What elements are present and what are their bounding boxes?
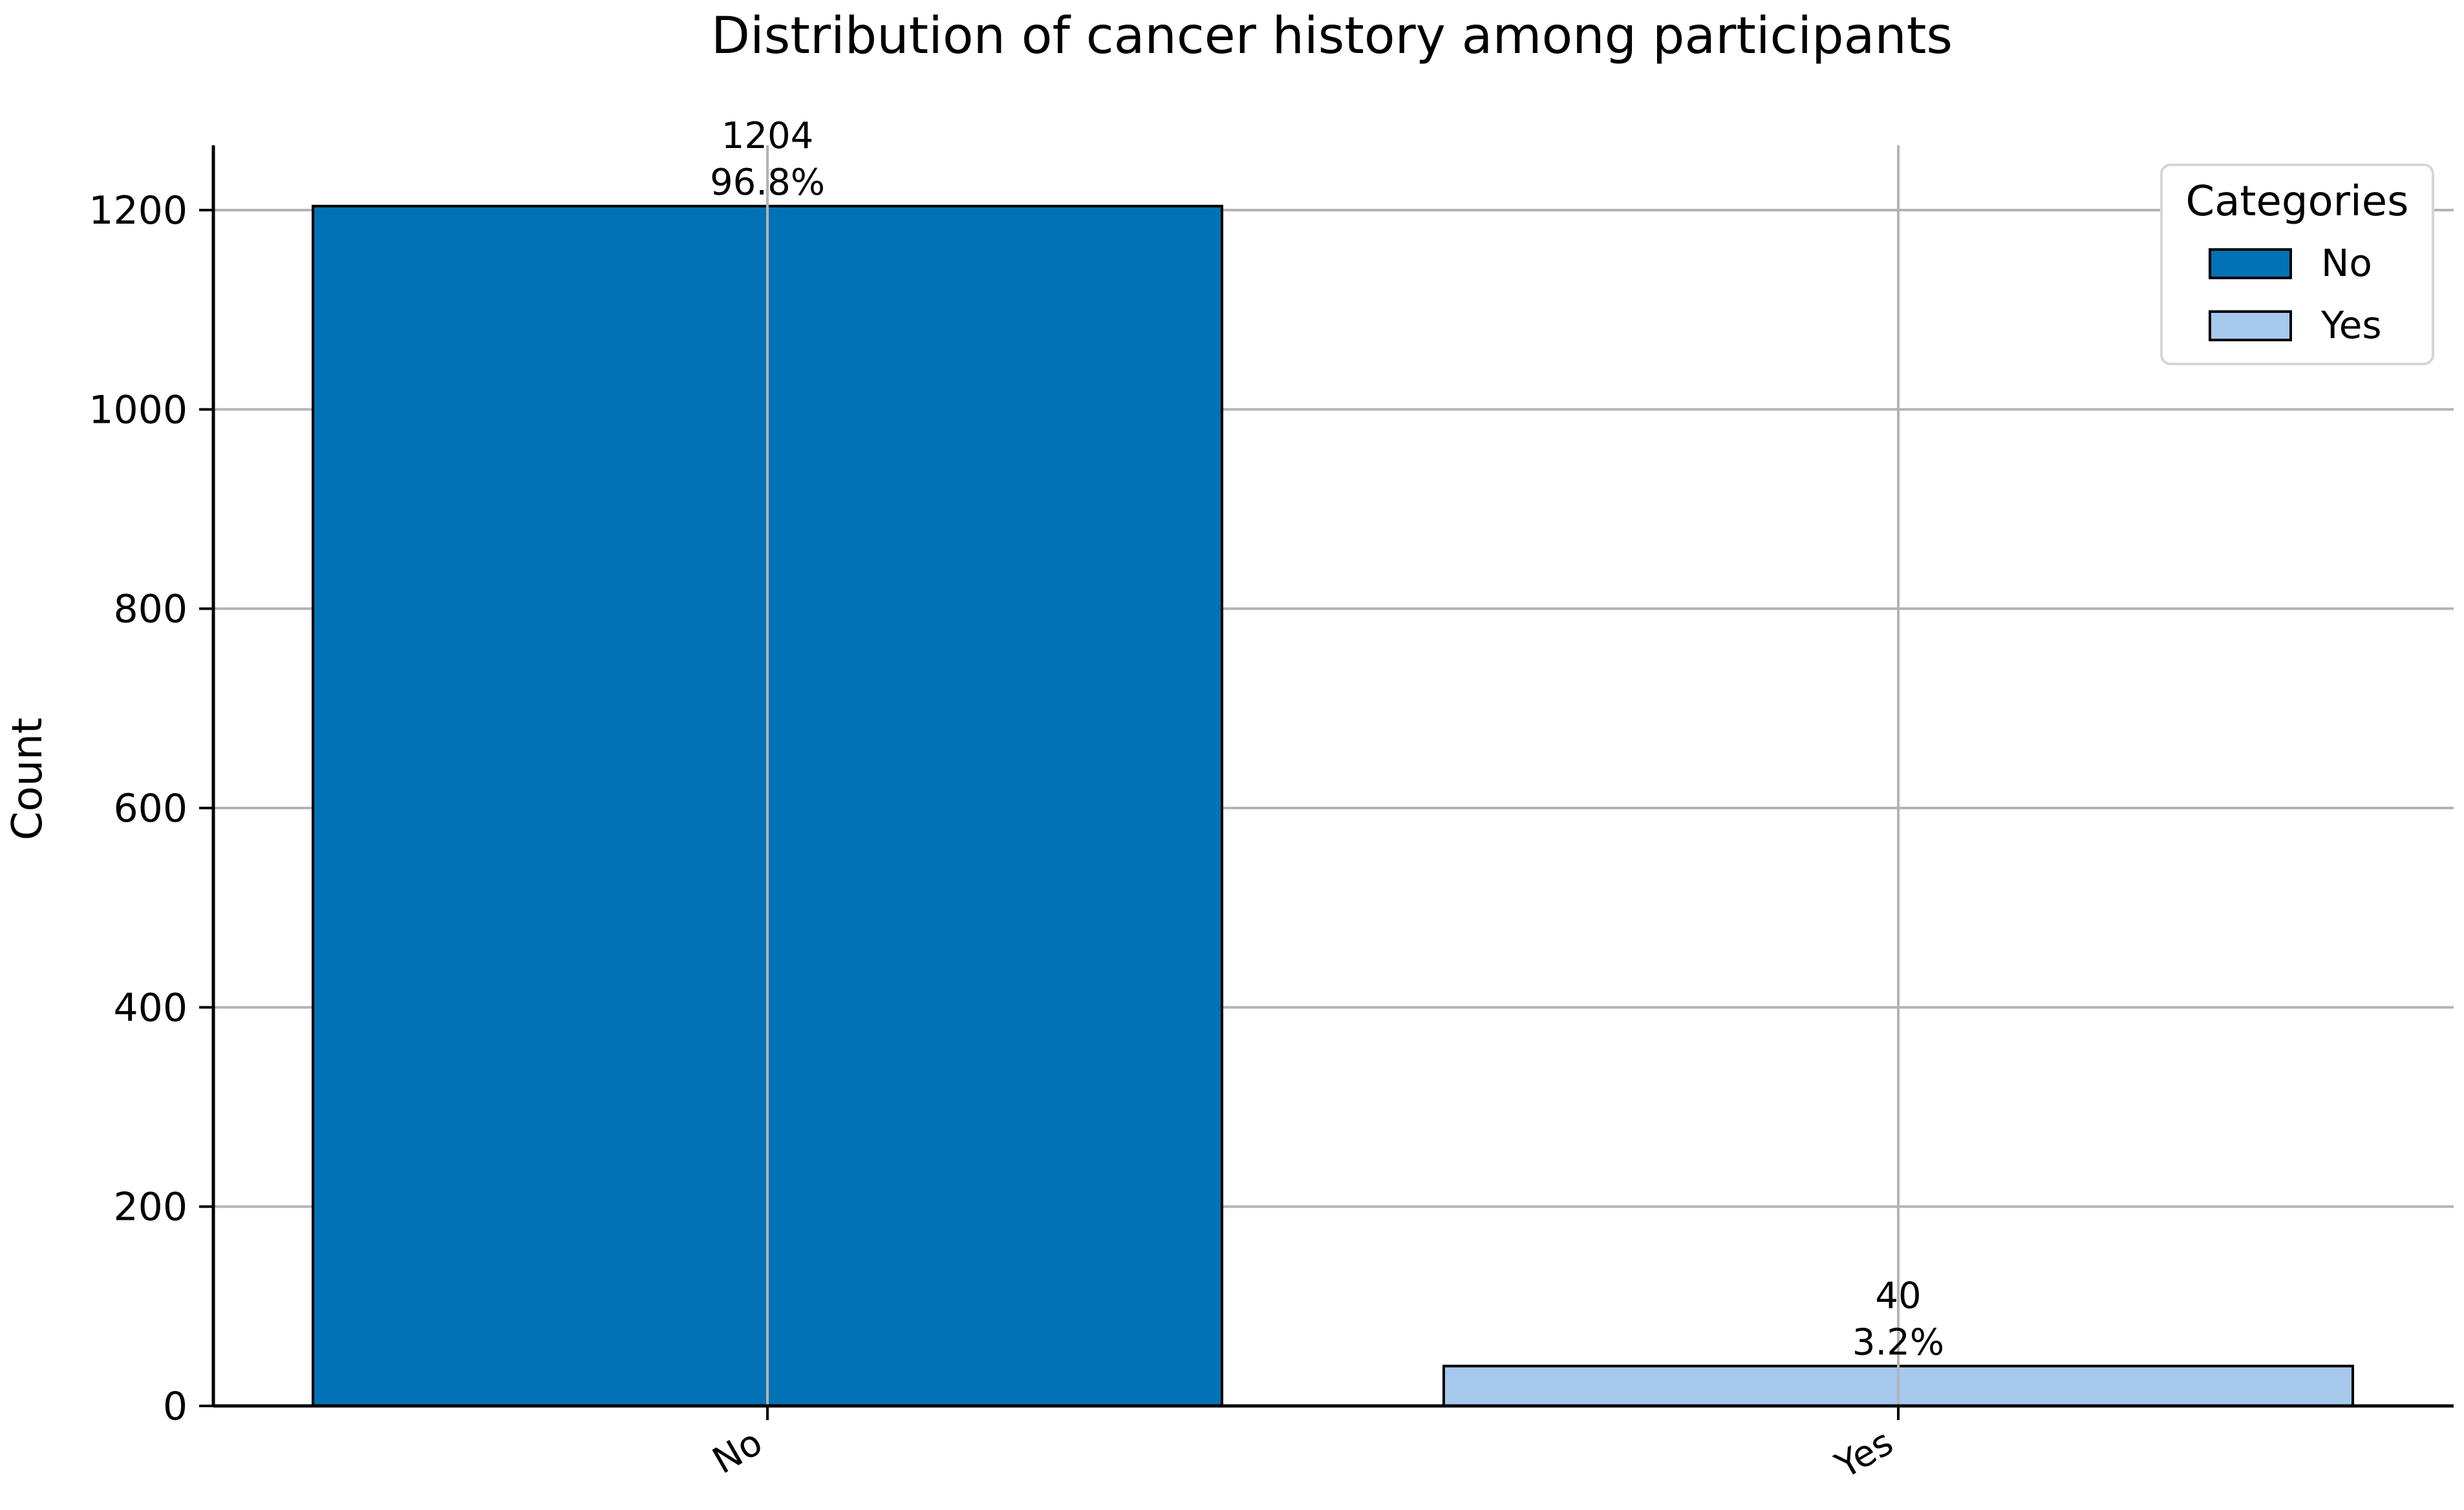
legend-label-yes: Yes xyxy=(2320,303,2382,347)
legend: Categories No Yes xyxy=(2160,164,2434,365)
bar-count-label: 40 xyxy=(1875,1275,1921,1317)
y-axis-label: Count xyxy=(4,718,52,840)
y-tick-label: 0 xyxy=(163,1384,187,1429)
legend-title: Categories xyxy=(2186,178,2409,226)
y-tick-label: 800 xyxy=(113,587,187,632)
bar-count-label: 1204 xyxy=(722,115,814,157)
legend-swatch-yes xyxy=(2209,310,2292,341)
y-tick-label: 1000 xyxy=(89,387,187,432)
bar-percent-label: 96.8% xyxy=(710,162,825,204)
vertical-grid-lines xyxy=(766,145,1900,1406)
legend-label-no: No xyxy=(2321,241,2372,285)
bar-value-labels: 1204 96.8% 403.2% xyxy=(710,115,1944,1363)
y-tick-label: 400 xyxy=(113,985,187,1030)
axes: 0 200 400 600 800 1000 1200 No Yes xyxy=(89,145,2454,1487)
y-tick-label: 200 xyxy=(113,1185,187,1230)
chart-title: Distribution of cancer history among par… xyxy=(711,7,1953,65)
y-tick-label: 600 xyxy=(113,786,187,831)
bar-percent-label: 3.2% xyxy=(1852,1321,1944,1363)
legend-swatch-no xyxy=(2209,248,2292,279)
y-tick-label: 1200 xyxy=(89,188,187,233)
